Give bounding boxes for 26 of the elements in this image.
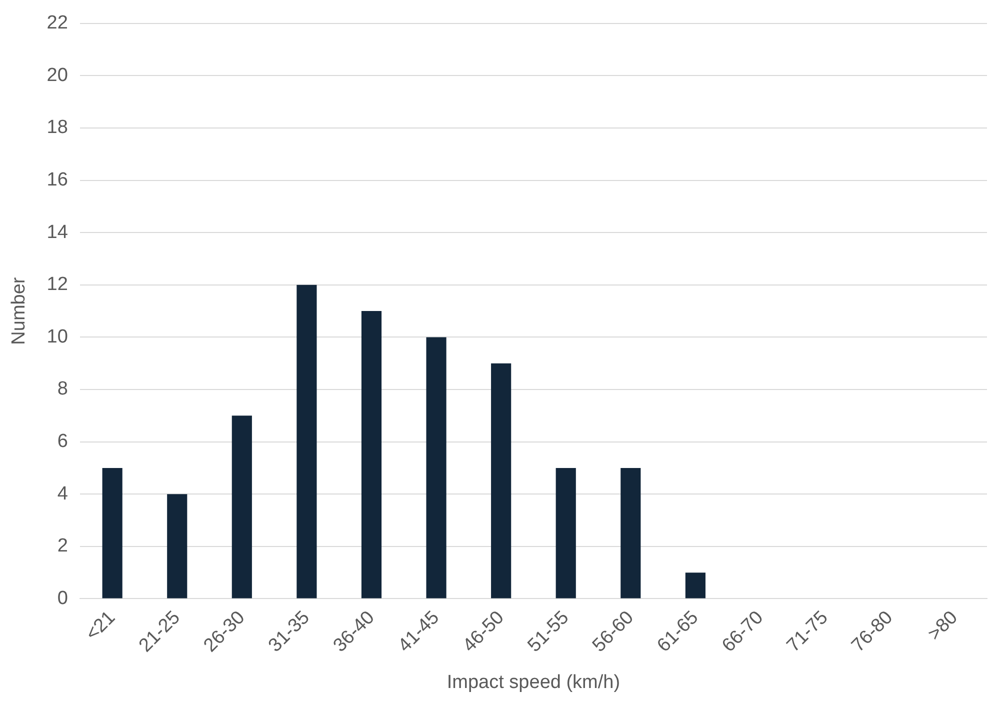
bar	[361, 311, 382, 598]
bar	[491, 363, 512, 598]
bar	[232, 416, 252, 598]
y-tick-label: 4	[57, 483, 68, 504]
x-tick-label: <21	[82, 607, 120, 645]
bar	[296, 284, 317, 598]
y-tick-label: 2	[57, 536, 68, 557]
bar	[167, 494, 188, 598]
bar	[102, 468, 122, 598]
y-tick-label: 6	[57, 431, 68, 452]
y-tick-label: 0	[57, 588, 68, 609]
y-tick-label: 12	[46, 274, 68, 296]
y-tick-label: 16	[46, 170, 68, 191]
y-tick-label: 18	[46, 117, 68, 138]
bar	[620, 468, 641, 598]
y-tick-label: 10	[46, 326, 68, 348]
x-tick-label: >80	[924, 607, 962, 645]
y-tick-label: 22	[46, 12, 68, 34]
x-axis-title: Impact speed (km/h)	[446, 672, 620, 693]
bar	[685, 572, 706, 598]
y-tick-label: 20	[46, 64, 68, 86]
bar	[426, 337, 446, 598]
y-tick-label: 8	[57, 378, 68, 400]
bar	[556, 468, 576, 598]
y-tick-label: 14	[46, 222, 68, 243]
y-axis-title: Number	[8, 276, 30, 345]
